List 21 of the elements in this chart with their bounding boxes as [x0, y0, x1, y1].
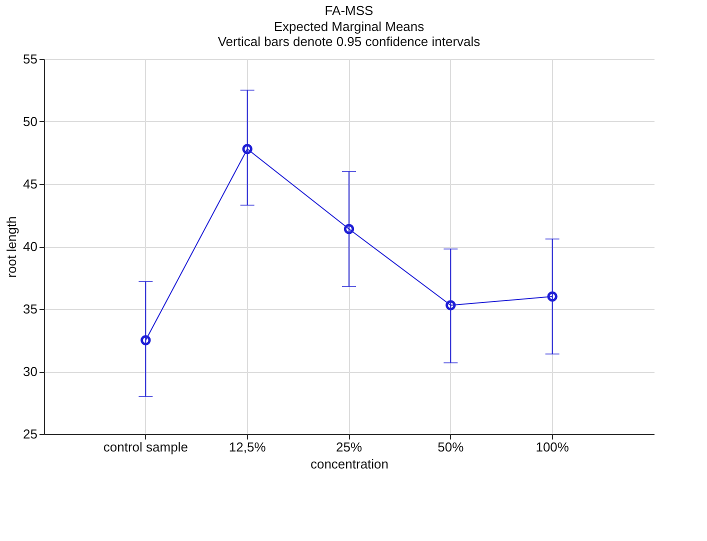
chart-subtitle: Expected Marginal Means Vertical bars denote 0.95 confidence intervals [218, 19, 481, 49]
x-tick-label: 100% [536, 440, 570, 454]
y-tick-label: 35 [23, 302, 38, 316]
x-axis-title: concentration [310, 456, 389, 472]
y-tick-label: 25 [23, 426, 38, 442]
x-tick-label: 12,5% [228, 440, 266, 454]
x-tick-label: 25% [336, 440, 362, 454]
chart-title: FA-MSS [324, 3, 374, 18]
y-tick-label: 40 [23, 239, 38, 254]
point [344, 224, 354, 234]
y-tick-label: 50 [23, 114, 38, 129]
point [547, 291, 558, 302]
point [242, 144, 252, 154]
x-tick-label: 50% [438, 440, 464, 454]
y-tick-label: 45 [23, 176, 38, 192]
y-axis-title: root length [4, 216, 20, 278]
y-tick-label: 55 [23, 52, 38, 66]
point [446, 300, 456, 310]
point [140, 335, 151, 346]
x-tick-label: control sample [103, 440, 188, 454]
y-tick-label: 30 [23, 364, 38, 379]
